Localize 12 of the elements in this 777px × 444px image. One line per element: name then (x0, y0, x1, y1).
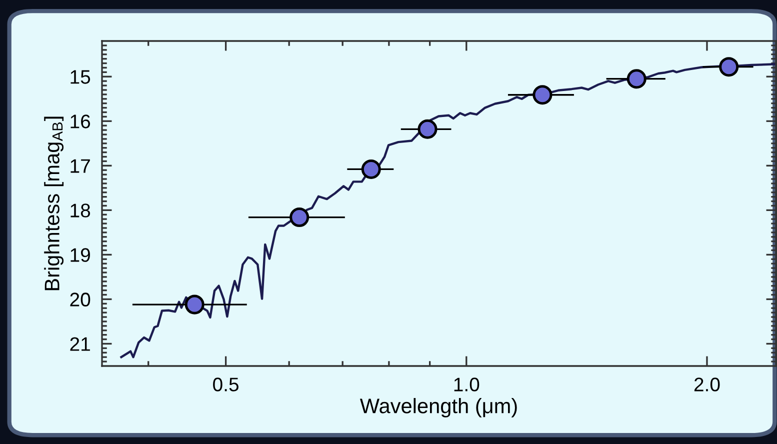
y-tick-label: 15 (70, 70, 90, 84)
y-tick-label: 21 (70, 337, 90, 351)
y-tick-label: 20 (70, 292, 90, 306)
y-tick-label: 19 (70, 248, 90, 262)
y-tick-label: 18 (70, 204, 90, 218)
y-tick-label: 16 (70, 114, 90, 128)
x-axis-title: Wavelength (μm) (360, 398, 517, 418)
x-tick-label: 2.0 (694, 378, 720, 392)
y-tick-label: 17 (70, 159, 90, 173)
x-tick-label: 0.5 (213, 378, 238, 392)
y-axis-title: Brighntess [mag$_{AB}$] (44, 116, 64, 290)
x-tick-label: 1.0 (454, 378, 480, 392)
